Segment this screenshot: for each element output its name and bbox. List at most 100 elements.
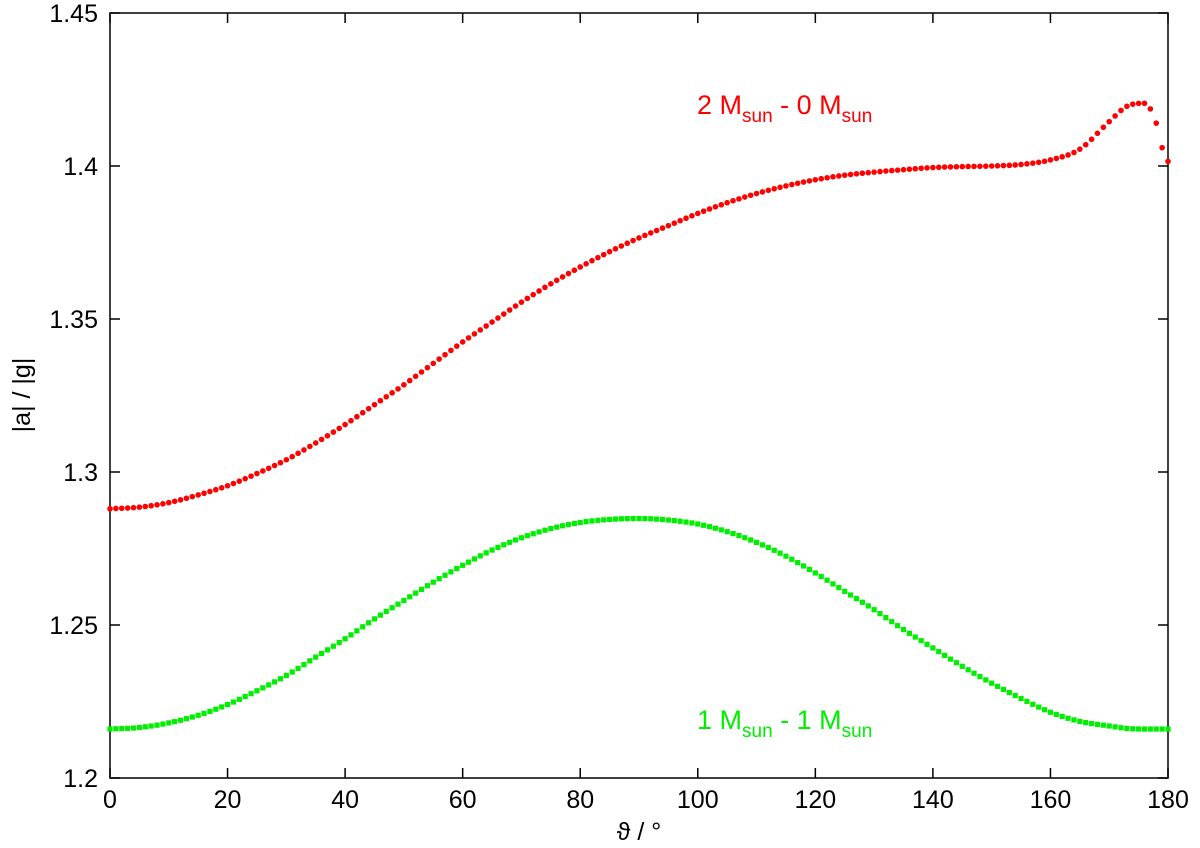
series-2-point xyxy=(1083,720,1089,726)
series-1-point xyxy=(453,343,460,349)
y-tick-label: 1.3 xyxy=(63,459,98,487)
series-1-point xyxy=(136,504,143,510)
series-2-point xyxy=(495,544,501,550)
series-1-point xyxy=(318,436,325,443)
series-1-point xyxy=(1088,136,1095,143)
ticks xyxy=(109,12,1169,779)
series-1-point xyxy=(171,498,178,505)
series-2-point xyxy=(1012,692,1018,699)
plot-frame xyxy=(109,12,1169,779)
series-2-point xyxy=(366,620,372,626)
y-tick-label: 1.35 xyxy=(49,306,98,334)
series-2-point xyxy=(530,531,536,537)
series-2-point xyxy=(871,607,877,613)
series-2-point xyxy=(430,579,436,585)
series-1-point xyxy=(183,495,190,502)
series-1-point xyxy=(371,401,378,408)
series-1-point xyxy=(242,475,248,482)
series-1-point xyxy=(524,295,531,302)
series-1-point xyxy=(207,488,213,495)
series-2-point xyxy=(1165,726,1171,732)
series-2-point xyxy=(271,679,278,685)
series-2-point xyxy=(736,532,742,539)
series-2-point xyxy=(953,660,959,666)
series-2-point xyxy=(342,636,348,642)
series-2-point xyxy=(630,515,636,522)
series-2-point xyxy=(1041,707,1048,713)
series-2-point xyxy=(554,524,560,530)
series-2-point xyxy=(559,523,566,529)
series-1-point xyxy=(430,360,437,367)
series-1-point xyxy=(589,257,595,264)
series-2-point xyxy=(1130,726,1136,732)
series-2-point xyxy=(266,682,272,688)
series-1-point xyxy=(677,217,683,224)
series-2-point xyxy=(612,516,619,522)
y-tick-label: 1.25 xyxy=(49,612,98,640)
series-1-point xyxy=(289,453,296,460)
series-1-point xyxy=(718,201,725,208)
series-1-point xyxy=(224,482,231,489)
series-2-point xyxy=(307,658,313,664)
series-2-point xyxy=(460,562,466,568)
series-1 xyxy=(107,100,1171,512)
series-1-point xyxy=(142,503,149,510)
series-1-point xyxy=(548,281,554,287)
series-2-point xyxy=(254,688,260,694)
series-2-point xyxy=(730,530,736,537)
x-tick-label: 160 xyxy=(1030,786,1072,814)
series-1-point xyxy=(189,493,196,500)
series-2-point xyxy=(806,566,813,573)
series-2-point xyxy=(589,518,595,524)
series-1-point xyxy=(1124,103,1130,110)
series-2-point xyxy=(465,559,472,565)
series-1-point xyxy=(894,167,901,173)
series-2-point xyxy=(230,699,237,705)
series-1-point xyxy=(236,478,243,484)
series-2-point xyxy=(777,550,783,556)
series-2-point xyxy=(483,550,489,556)
series-1-point xyxy=(165,499,172,506)
series-1-point xyxy=(1041,158,1048,165)
series-1-point xyxy=(377,397,384,404)
series-1-point xyxy=(730,197,736,204)
series-2-point xyxy=(501,542,507,548)
series-2-point xyxy=(154,722,160,728)
series-2-point xyxy=(224,701,231,708)
series-1-point xyxy=(689,212,695,219)
series-1-point xyxy=(1030,160,1036,166)
series-2-point xyxy=(965,667,971,673)
series-2-point xyxy=(842,588,848,594)
series-2-point xyxy=(336,639,342,646)
series-2-point xyxy=(571,520,577,527)
series-1-point xyxy=(859,170,866,177)
series-2-point xyxy=(1100,722,1106,728)
series-1-point xyxy=(1106,118,1113,125)
series-1-point xyxy=(277,459,284,466)
series-1-point xyxy=(671,220,678,226)
series-1-point xyxy=(900,166,907,173)
x-tick-label: 120 xyxy=(794,786,836,814)
series-2-point xyxy=(1106,723,1112,729)
series-1-point xyxy=(124,505,131,511)
series-2-point xyxy=(624,516,630,522)
series-2-point xyxy=(718,527,724,533)
series-2-point xyxy=(912,634,918,640)
series-1-point xyxy=(865,169,872,176)
series-1-point xyxy=(841,172,848,178)
series-2-point xyxy=(130,725,137,731)
series-1-point xyxy=(301,447,307,453)
series-1-point xyxy=(324,432,331,439)
series-2-point xyxy=(853,596,860,602)
series-1-point xyxy=(800,179,807,185)
series-1-point xyxy=(642,232,648,239)
series-1-point xyxy=(130,504,137,511)
series-1-point xyxy=(988,163,995,169)
series-2-point xyxy=(595,517,601,523)
series-1-point xyxy=(1000,162,1007,169)
series-2-point xyxy=(454,565,460,572)
series-2-point xyxy=(601,517,607,523)
series-2-point xyxy=(172,719,178,725)
series-2-point xyxy=(1147,726,1153,732)
